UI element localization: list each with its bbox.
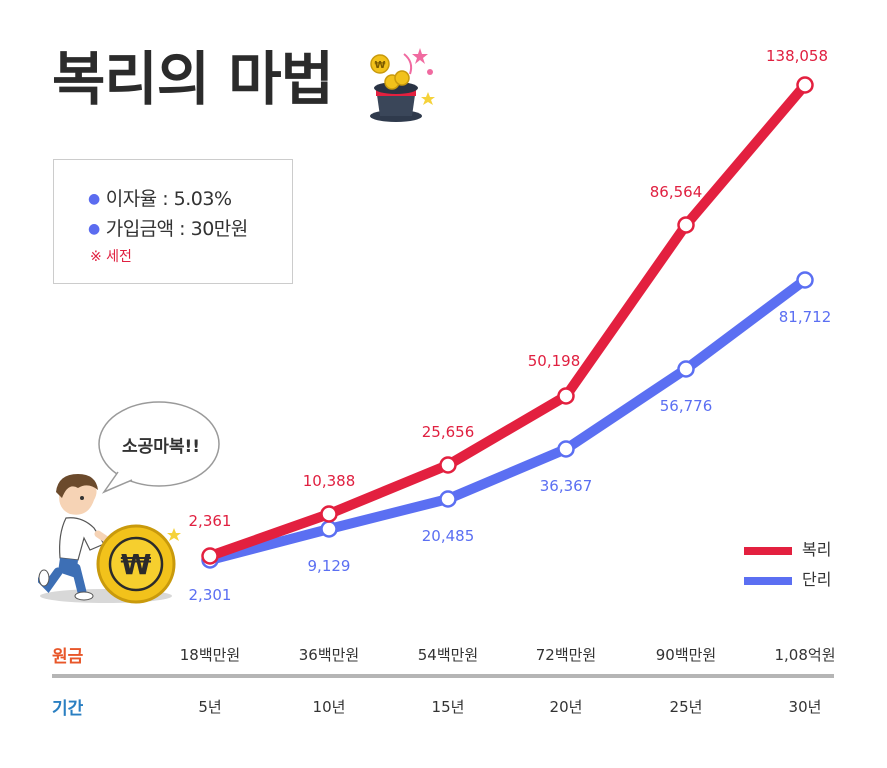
- simple-point: [557, 440, 575, 458]
- svg-text:₩: ₩: [121, 548, 152, 581]
- info-box: ● 이자율 : 5.03% ● 가입금액 : 30만원 ※ 세전: [53, 159, 293, 284]
- compound-data-label: 10,388: [303, 472, 356, 490]
- page-title: 복리의 마법: [52, 45, 334, 113]
- period-tick-label: 30년: [788, 698, 822, 716]
- compound-data-label: 138,058: [766, 47, 828, 65]
- bullet-icon: ●: [88, 191, 100, 207]
- compound-data-label: 86,564: [650, 183, 703, 201]
- period-tick-label: 10년: [312, 698, 346, 716]
- principal-tick-label: 72백만원: [535, 646, 597, 664]
- won-coin-icon: ₩: [96, 524, 181, 604]
- speech-bubble: [98, 401, 220, 494]
- simple-series-line: [205, 275, 810, 565]
- simple-point: [677, 360, 695, 378]
- simple-data-label: 56,776: [660, 397, 713, 415]
- compound-data-label: 25,656: [422, 423, 475, 441]
- simple-data-label: 20,485: [422, 527, 475, 545]
- compound-point: [677, 216, 695, 234]
- legend-simple: 단리: [744, 566, 831, 590]
- simple-point: [320, 520, 338, 538]
- principal-tick-label: 1,08억원: [774, 646, 836, 664]
- principal-tick-label: 36백만원: [298, 646, 360, 664]
- legend-compound-swatch: [744, 546, 792, 555]
- compound-point: [557, 387, 575, 405]
- period-row-label: 기간: [52, 699, 84, 719]
- deposit-amount-text: 가입금액 : 30만원: [105, 218, 249, 240]
- compound-data-label: 2,361: [189, 512, 232, 530]
- principal-tick-label: 54백만원: [417, 646, 479, 664]
- principal-tick-label: 18백만원: [179, 646, 241, 664]
- period-tick-label: 25년: [669, 698, 703, 716]
- compound-point: [439, 456, 457, 474]
- legend-simple-swatch: [744, 576, 792, 585]
- speech-bubble-text: 소공마복!!: [121, 437, 201, 457]
- interest-rate-row: ● 이자율 : 5.03%: [88, 184, 232, 211]
- period-tick-label: 15년: [431, 698, 465, 716]
- bullet-icon: ●: [88, 221, 100, 237]
- period-tick-label: 5년: [198, 698, 222, 716]
- legend-compound-label: 복리: [802, 540, 832, 559]
- simple-point: [439, 490, 457, 508]
- compound-point: [320, 505, 338, 523]
- magic-hat-icon: ₩: [370, 48, 435, 122]
- simple-data-label: 36,367: [540, 477, 593, 495]
- compound-point: [796, 76, 814, 94]
- deposit-amount-row: ● 가입금액 : 30만원: [88, 214, 248, 241]
- period-tick-label: 20년: [549, 698, 583, 716]
- svg-text:₩: ₩: [374, 60, 385, 71]
- compound-point: [201, 547, 219, 565]
- legend-compound: 복리: [744, 536, 831, 560]
- legend-simple-label: 단리: [802, 570, 832, 589]
- simple-data-label: 9,129: [308, 557, 351, 575]
- principal-tick-label: 90백만원: [655, 646, 717, 664]
- axis-divider: [52, 674, 834, 678]
- interest-rate-text: 이자율 : 5.03%: [105, 188, 232, 210]
- compound-series-line: [205, 80, 810, 561]
- simple-point: [796, 271, 814, 289]
- simple-data-label: 81,712: [779, 308, 832, 326]
- compound-data-label: 50,198: [528, 352, 581, 370]
- boy-pushing-coin-illustration: [38, 474, 172, 603]
- pre-tax-note: ※ 세전: [90, 249, 132, 265]
- simple-data-label: 2,301: [189, 586, 232, 604]
- principal-row-label: 원금: [52, 647, 84, 667]
